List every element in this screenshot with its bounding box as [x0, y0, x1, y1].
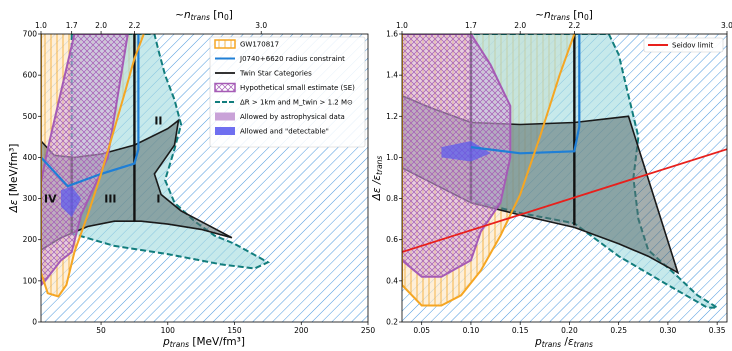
x-tick-label: 0.35	[709, 326, 726, 335]
right-chart-panel: 0.05 0.10 0.15 0.20 0.25 0.30 0.35 0.2 0.4 0.6 0.8…	[371, 9, 732, 349]
top-tick-label: 1.7	[66, 21, 78, 30]
right-top-axis-label: ~ntrans [n0]	[535, 9, 593, 22]
x-tick-label: 200	[294, 326, 309, 335]
gw170817-boundary	[402, 34, 576, 307]
region-label: II	[154, 115, 162, 128]
right-regions	[402, 34, 727, 309]
left-axis-ticks: 50 100 150 200 250 0 100 200 300 400 500 600 700	[23, 30, 376, 336]
left-y-axis-label: Δε [MeV/fm³]	[8, 144, 20, 214]
x-tick-label: 50	[96, 326, 106, 335]
j0740-boundary	[470, 34, 581, 155]
right-plot-area	[402, 34, 727, 322]
y-tick-label: 0.6	[386, 235, 398, 244]
right-y-axis-label: Δε /εtrans	[371, 156, 384, 202]
y-tick-label: 1.0	[386, 153, 398, 162]
x-tick-label: 0.25	[610, 326, 627, 335]
detectable-region	[61, 186, 81, 218]
legend-label: J0740+6620 radius constraint	[239, 55, 345, 63]
right-legend: Seidov limit	[643, 37, 724, 53]
detectable-region	[441, 141, 491, 162]
y-tick-label: 1.2	[386, 112, 398, 121]
j0740-boundary	[41, 34, 140, 188]
legend-swatch	[215, 127, 235, 135]
y-tick-label: 700	[23, 30, 38, 39]
left-top-axis-label: ~ntrans [n0]	[175, 9, 233, 22]
top-tick-label: 3.0	[721, 21, 732, 30]
left-regions	[41, 34, 271, 298]
right-plot-frame	[401, 33, 728, 323]
top-tick-label: 3.0	[255, 21, 267, 30]
y-tick-label: 1.4	[386, 71, 398, 80]
left-x-axis-label: ptrans [MeV/fm³]	[162, 336, 245, 349]
top-tick-label: 2.2	[568, 21, 580, 30]
x-tick-label: 0.15	[512, 326, 529, 335]
x-tick-label: 0.30	[660, 326, 677, 335]
y-tick-label: 200	[23, 235, 38, 244]
y-tick-label: 0.4	[386, 276, 398, 285]
region-label: I	[156, 193, 160, 206]
se-region	[41, 34, 129, 287]
x-tick-label: 0.20	[561, 326, 578, 335]
right-top-axis-ticks: 1.0 1.7 2.0 2.2 3.0	[396, 21, 732, 34]
left-top-axis-ticks: 1.0 1.7 2.0 2.2 3.0	[35, 21, 267, 34]
gw170817-boundary	[41, 34, 145, 298]
top-tick-label: 2.2	[128, 21, 140, 30]
x-tick-label: 150	[227, 326, 242, 335]
legend-label: Twin Star Categories	[239, 70, 312, 78]
y-tick-label: 400	[23, 153, 38, 162]
x-tick-label: 100	[161, 326, 176, 335]
top-tick-label: 1.7	[465, 21, 477, 30]
legend-swatch	[214, 39, 236, 49]
x-tick-label: 0.05	[413, 326, 430, 335]
legend-label: Hypothetical small estimate (SE)	[240, 84, 355, 92]
y-tick-label: 0.2	[386, 318, 398, 327]
region-label: III	[104, 193, 116, 206]
top-tick-label: 2.0	[514, 21, 526, 30]
top-tick-label: 2.0	[95, 21, 107, 30]
y-tick-label: 0.8	[386, 194, 398, 203]
left-chart-panel: 50 100 150 200 250 0 100 200 300 400 500 600 700 1.0…	[8, 9, 375, 349]
legend-label: Allowed by astrophysical data	[240, 113, 345, 121]
top-tick-label: 1.0	[396, 21, 408, 30]
left-legend: GW170817 J0740+6620 radius constraint Twin…	[209, 36, 366, 148]
legend-swatch	[214, 82, 236, 93]
y-tick-label: 0	[32, 318, 37, 327]
legend-label: Allowed and "detectable"	[240, 128, 329, 136]
legend-label: GW170817	[240, 41, 279, 49]
top-tick-label: 1.0	[35, 21, 47, 30]
x-tick-label: 250	[361, 326, 376, 335]
x-tick-label: 0.10	[463, 326, 480, 335]
seidov-limit-line	[402, 148, 727, 253]
region-label: IV	[44, 193, 57, 206]
y-tick-label: 1.6	[386, 30, 398, 39]
right-axis-ticks: 0.05 0.10 0.15 0.20 0.25 0.30 0.35 0.2 0.4 0.6 0.8…	[386, 30, 726, 336]
y-tick-label: 300	[23, 194, 38, 203]
legend-label: ΔR > 1km and M_twin > 1.2 M⊙	[240, 99, 353, 107]
left-plot-frame	[40, 33, 369, 323]
y-tick-label: 600	[23, 71, 38, 80]
y-tick-label: 100	[23, 276, 38, 285]
y-tick-label: 500	[23, 112, 38, 121]
right-x-axis-label: ptrans /εtrans	[534, 336, 593, 349]
legend-label: Seidov limit	[672, 42, 713, 50]
legend-swatch	[215, 112, 235, 121]
